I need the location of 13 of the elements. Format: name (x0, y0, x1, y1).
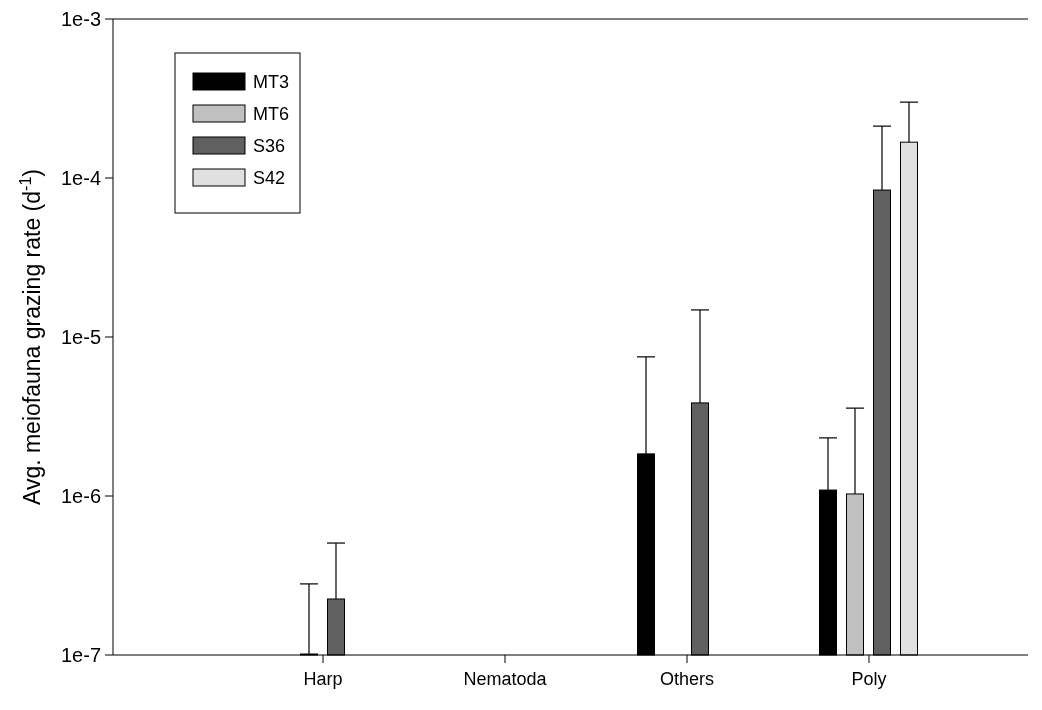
y-tick-label: 1e-6 (60, 485, 101, 507)
x-tick-label: Nematoda (463, 669, 548, 689)
y-tick-label: 1e-5 (60, 326, 101, 348)
legend-label: S42 (253, 167, 286, 188)
y-tick-label: 1e-3 (60, 8, 101, 30)
y-tick-label: 1e-7 (60, 644, 101, 666)
legend-label: MT6 (253, 103, 289, 124)
x-tick-label: Harp (303, 669, 343, 689)
y-tick-label: 1e-4 (60, 167, 101, 189)
legend-label: S36 (253, 135, 286, 156)
legend-label: MT3 (253, 71, 289, 92)
x-tick-label: Others (659, 669, 715, 689)
x-tick-label: Poly (851, 669, 887, 689)
